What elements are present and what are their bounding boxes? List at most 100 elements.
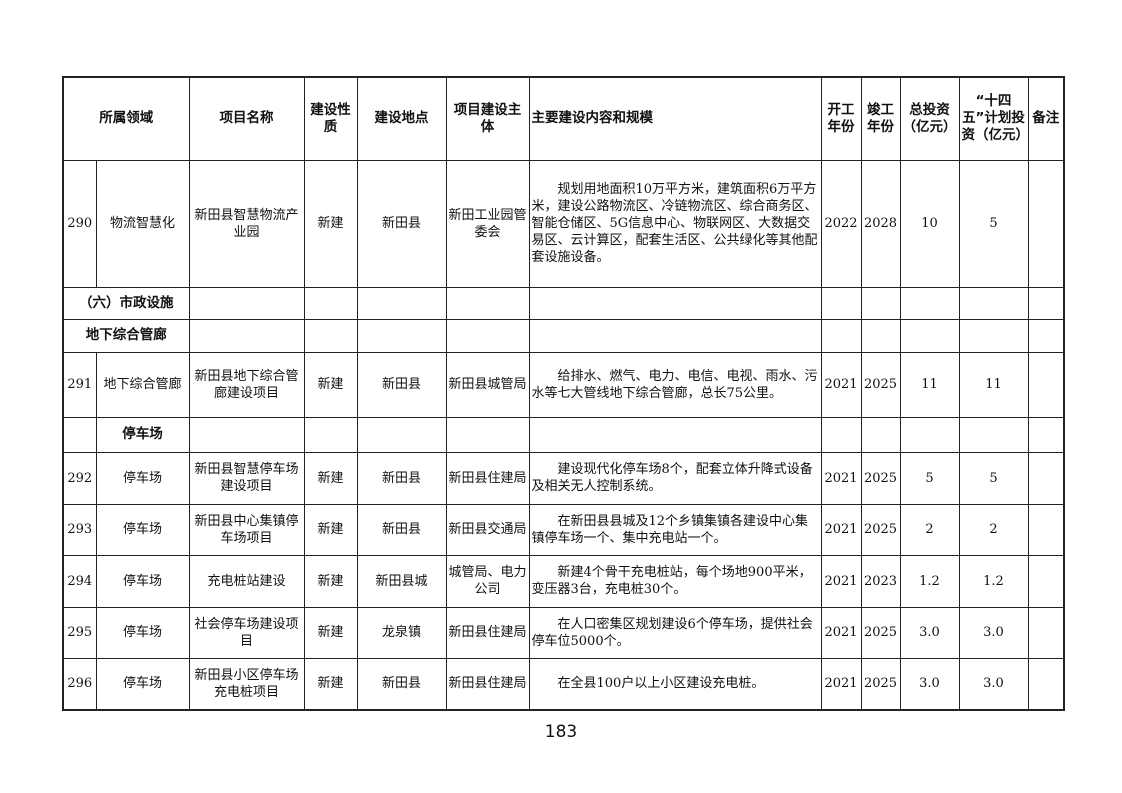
cell-end: 2025 (860, 503, 901, 556)
cell-start: 2021 (820, 503, 862, 556)
cell-plan: 1.2 (958, 554, 1029, 608)
header-end: 竣工年份 (860, 76, 901, 161)
cell-nature: 新建 (303, 606, 358, 659)
cell-note (1027, 606, 1065, 659)
cell-location: 新田县 (356, 657, 447, 711)
cell-start: 2021 (820, 451, 862, 505)
header-nature: 建设性质 (303, 76, 358, 161)
cell-plan: 2 (958, 503, 1029, 556)
table-row: 295 停车场 社会停车场建设项目 新建 龙泉镇 新田县住建局 在人口密集区规划建设6个停车… (62, 606, 1065, 659)
header-plan: “十四五”计划投资（亿元） (958, 76, 1029, 161)
cell-end: 2025 (860, 606, 901, 659)
cell-nature: 新建 (303, 554, 358, 608)
cell-content: 新建4个骨干充电桩站，每个场地900平米，变压器3台，充电桩30个。 (528, 554, 822, 608)
cell-no: 295 (62, 606, 97, 659)
cell-end: 2028 (860, 159, 901, 288)
cell-owner: 新田县交通局 (445, 503, 530, 556)
cell-start: 2022 (820, 159, 862, 288)
cell-note (1027, 159, 1065, 288)
header-location: 建设地点 (356, 76, 447, 161)
table-row: 296 停车场 新田县小区停车场充电桩项目 新建 新田县 新田县住建局 在全县100户以上小… (62, 657, 1065, 711)
cell-no: 290 (62, 159, 97, 288)
cell-owner: 新田县住建局 (445, 657, 530, 711)
section-row: 地下综合管廊 (62, 318, 1065, 353)
cell-plan: 5 (958, 451, 1029, 505)
table-row: 293 停车场 新田县中心集镇停车场项目 新建 新田县 新田县交通局 在新田县县城及12个乡… (62, 503, 1065, 556)
cell-domain: 停车场 (95, 606, 190, 659)
project-table: 所属领域 项目名称 建设性质 建设地点 项目建设主体 主要建设内容和规模 开工年… (62, 76, 1065, 711)
cell-total: 5 (899, 451, 960, 505)
cell-note (1027, 657, 1065, 711)
header-start: 开工年份 (820, 76, 862, 161)
cell-nature: 新建 (303, 657, 358, 711)
cell-total: 10 (899, 159, 960, 288)
cell-end: 2025 (860, 351, 901, 418)
cell-content: 在人口密集区规划建设6个停车场，提供社会停车位5000个。 (528, 606, 822, 659)
section-parking: 停车场 (95, 416, 190, 453)
cell-total: 1.2 (899, 554, 960, 608)
cell-no: 296 (62, 657, 97, 711)
cell-location: 新田县 (356, 159, 447, 288)
cell-name: 新田县中心集镇停车场项目 (188, 503, 305, 556)
cell-name: 新田县智慧物流产业园 (188, 159, 305, 288)
cell-owner: 新田县城管局 (445, 351, 530, 418)
table-row: 294 停车场 充电桩站建设 新建 新田县城 城管局、电力公司 新建4个骨干充电桩站，每个场… (62, 554, 1065, 608)
cell-nature: 新建 (303, 351, 358, 418)
cell-plan: 3.0 (958, 606, 1029, 659)
cell-content: 在全县100户以上小区建设充电桩。 (528, 657, 822, 711)
section-row: （六）市政设施 (62, 286, 1065, 320)
cell-owner: 城管局、电力公司 (445, 554, 530, 608)
cell-content: 规划用地面积10万平方米，建筑面积6万平方米，建设公路物流区、冷链物流区、综合商… (528, 159, 822, 288)
cell-end: 2025 (860, 451, 901, 505)
cell-start: 2021 (820, 657, 862, 711)
cell-no: 291 (62, 351, 97, 418)
header-content: 主要建设内容和规模 (528, 76, 822, 161)
cell-end: 2023 (860, 554, 901, 608)
cell-no: 292 (62, 451, 97, 505)
cell-note (1027, 451, 1065, 505)
page-number: 183 (544, 722, 578, 742)
cell-location: 新田县 (356, 451, 447, 505)
cell-domain: 停车场 (95, 451, 190, 505)
cell-location: 新田县城 (356, 554, 447, 608)
cell-name: 充电桩站建设 (188, 554, 305, 608)
cell-domain: 物流智慧化 (95, 159, 190, 288)
cell-location: 新田县 (356, 351, 447, 418)
cell-start: 2021 (820, 606, 862, 659)
header-total: 总投资（亿元） (899, 76, 960, 161)
cell-content: 给排水、燃气、电力、电信、电视、雨水、污水等七大管线地下综合管廊，总长75公里。 (528, 351, 822, 418)
cell-domain: 停车场 (95, 657, 190, 711)
cell-domain: 地下综合管廊 (95, 351, 190, 418)
cell-nature: 新建 (303, 159, 358, 288)
section-pipe: 地下综合管廊 (62, 318, 190, 353)
cell-note (1027, 503, 1065, 556)
header-owner: 项目建设主体 (445, 76, 530, 161)
cell-end: 2025 (860, 657, 901, 711)
cell-owner: 新田县住建局 (445, 606, 530, 659)
cell-name: 新田县智慧停车场建设项目 (188, 451, 305, 505)
cell-name: 社会停车场建设项目 (188, 606, 305, 659)
cell-location: 新田县 (356, 503, 447, 556)
section-row: 停车场 (62, 416, 1065, 453)
cell-note (1027, 351, 1065, 418)
cell-name: 新田县小区停车场充电桩项目 (188, 657, 305, 711)
cell-plan: 11 (958, 351, 1029, 418)
header-domain: 所属领域 (62, 76, 190, 161)
cell-nature: 新建 (303, 451, 358, 505)
header-row: 所属领域 项目名称 建设性质 建设地点 项目建设主体 主要建设内容和规模 开工年… (62, 76, 1065, 161)
cell-total: 2 (899, 503, 960, 556)
cell-domain: 停车场 (95, 503, 190, 556)
table-row: 290 物流智慧化 新田县智慧物流产业园 新建 新田县 新田工业园管委会 规划用地面积10万… (62, 159, 1065, 288)
cell-note (1027, 554, 1065, 608)
cell-content: 建设现代化停车场8个，配套立体升降式设备及相关无人控制系统。 (528, 451, 822, 505)
cell-no: 293 (62, 503, 97, 556)
cell-plan: 5 (958, 159, 1029, 288)
header-name: 项目名称 (188, 76, 305, 161)
cell-owner: 新田县住建局 (445, 451, 530, 505)
cell-total: 3.0 (899, 657, 960, 711)
cell-nature: 新建 (303, 503, 358, 556)
cell-plan: 3.0 (958, 657, 1029, 711)
cell-content: 在新田县县城及12个乡镇集镇各建设中心集镇停车场一个、集中充电站一个。 (528, 503, 822, 556)
cell-location: 龙泉镇 (356, 606, 447, 659)
cell-name: 新田县地下综合管廊建设项目 (188, 351, 305, 418)
